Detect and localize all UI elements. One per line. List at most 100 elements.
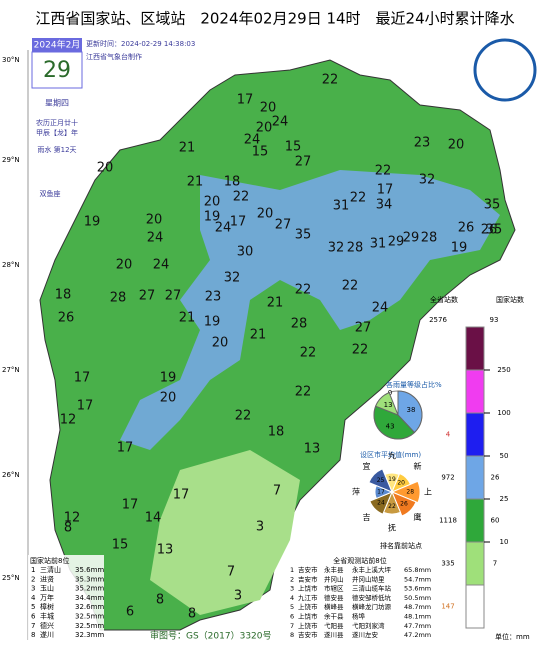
lunar: 农历正月廿十 [36, 118, 78, 127]
lat-label: 29°N [2, 156, 20, 164]
map-value: 19 [451, 241, 468, 256]
rose-city: 吉 [363, 513, 371, 522]
map-value: 18 [224, 175, 241, 190]
all-top-cell: 48.1mm [404, 613, 431, 621]
map-value: 30 [237, 245, 254, 260]
all-top-cell: 市辖区 [324, 584, 344, 593]
nation-top-cell: 德兴 [40, 621, 54, 630]
lat-label: 27°N [2, 366, 20, 374]
pie-slice [373, 405, 416, 440]
all-top-cell: 遂川左安 [352, 630, 379, 639]
map-value: 19 [204, 315, 221, 330]
month: 2024年2月 [34, 39, 81, 51]
map-value: 24 [272, 115, 289, 130]
all-top-cell: 永丰县 [324, 565, 344, 574]
nation-top-title: 国家站前8位 [30, 556, 69, 565]
all-top-cell: 48.7mm [404, 603, 431, 611]
map-value: 22 [295, 283, 312, 298]
all-top-panel [286, 555, 434, 643]
legend-threshold: 50 [500, 452, 509, 460]
map-value: 21 [179, 141, 196, 156]
legend-band [465, 369, 485, 414]
all-top-cell: 横峰龙门坊源 [352, 602, 392, 611]
map-value: 28 [110, 291, 127, 306]
all-top-cell: 5 [290, 603, 294, 611]
legend-nation-title: 国家站数 [496, 295, 524, 304]
nation-top-panel [28, 555, 104, 643]
nation-top-cell: 樟树 [40, 602, 54, 611]
map-value: 8 [156, 593, 164, 608]
map-value: 35 [486, 223, 503, 238]
map-value: 17 [173, 488, 190, 503]
legend-band [465, 498, 485, 543]
rose-city: 新 [413, 461, 421, 471]
map-value: 27 [165, 289, 182, 304]
map-value: 34 [376, 198, 393, 213]
map-value: 15 [112, 538, 129, 553]
legend-band [465, 455, 485, 500]
map-value: 13 [304, 442, 321, 457]
all-top-cell: 吉安市 [298, 630, 318, 639]
nation-top-cell: 丰城 [40, 612, 54, 621]
legend-total-count: 335 [441, 560, 454, 568]
lat-label: 30°N [2, 56, 20, 64]
legend-nation: 93 [490, 316, 499, 324]
all-top-cell: 井冈山坳里 [352, 574, 385, 583]
footer: 审图号：GS（2017）3320号 [150, 630, 272, 642]
map-value: 27 [295, 155, 312, 170]
lunar-year: 甲辰【龙】年 [36, 128, 78, 137]
nation-top-cell: 玉山 [40, 584, 54, 593]
lat-label: 28°N [2, 261, 20, 269]
rank-note: 排名靠前站点 [380, 541, 422, 550]
day-box [31, 51, 83, 89]
nation-top-cell: 7 [31, 622, 35, 630]
lat-label: 26°N [2, 471, 20, 479]
map-value: 19 [84, 215, 101, 230]
map-value: 20 [146, 213, 163, 228]
nation-top-cell: 5 [31, 603, 35, 611]
all-top-cell: 三清山缆车站 [352, 584, 392, 593]
map-value: 17 [77, 399, 94, 414]
map-value: 27 [355, 321, 372, 336]
rose-value: 19 [388, 476, 396, 483]
legend-total-count: 4 [446, 431, 451, 439]
pie-slice [375, 392, 399, 416]
month-box [32, 38, 82, 52]
map-value: 8 [64, 521, 72, 536]
map-value: 20 [97, 161, 114, 176]
rose-city: 抚 [388, 523, 396, 533]
legend-threshold: 250 [497, 366, 510, 374]
map-value: 31 [333, 199, 350, 214]
map-value: 8 [188, 607, 196, 622]
map-value: 21 [179, 311, 196, 326]
map-value: 6 [126, 605, 134, 620]
map-value: 28 [347, 241, 364, 256]
nation-top-cell: 进贤 [40, 574, 54, 583]
all-top-cell: 永丰上溪大坪 [352, 565, 392, 574]
all-top-title: 全省观测站前8位 [333, 556, 386, 565]
all-top-cell: 横峰县 [324, 602, 344, 611]
map-value: 35 [295, 228, 312, 243]
map-value: 23 [414, 136, 431, 151]
map-value: 35 [484, 198, 501, 213]
rose-slice [391, 491, 417, 517]
all-top-cell: 弋阳县 [324, 621, 344, 630]
all-top-cell: 吉安市 [298, 574, 318, 583]
map-value: 27 [275, 218, 292, 233]
rose-value: 20 [397, 479, 405, 486]
pie-label: 38 [407, 406, 416, 414]
rose-slice [369, 491, 393, 515]
rain-0-10-area [150, 450, 300, 615]
rose-slice [390, 480, 421, 504]
map-value: 29 [388, 235, 405, 250]
all-top-cell: 吉安市 [298, 565, 318, 574]
map-value: 7 [227, 565, 235, 580]
all-top-cell: 上饶市 [298, 584, 318, 593]
rain-25-50-area [120, 170, 500, 450]
rose-city: 九 [388, 452, 396, 461]
legend-band [465, 412, 485, 457]
map-value: 20 [212, 336, 229, 351]
all-top-cell: 6 [290, 613, 294, 621]
map-value: 19 [204, 210, 221, 225]
